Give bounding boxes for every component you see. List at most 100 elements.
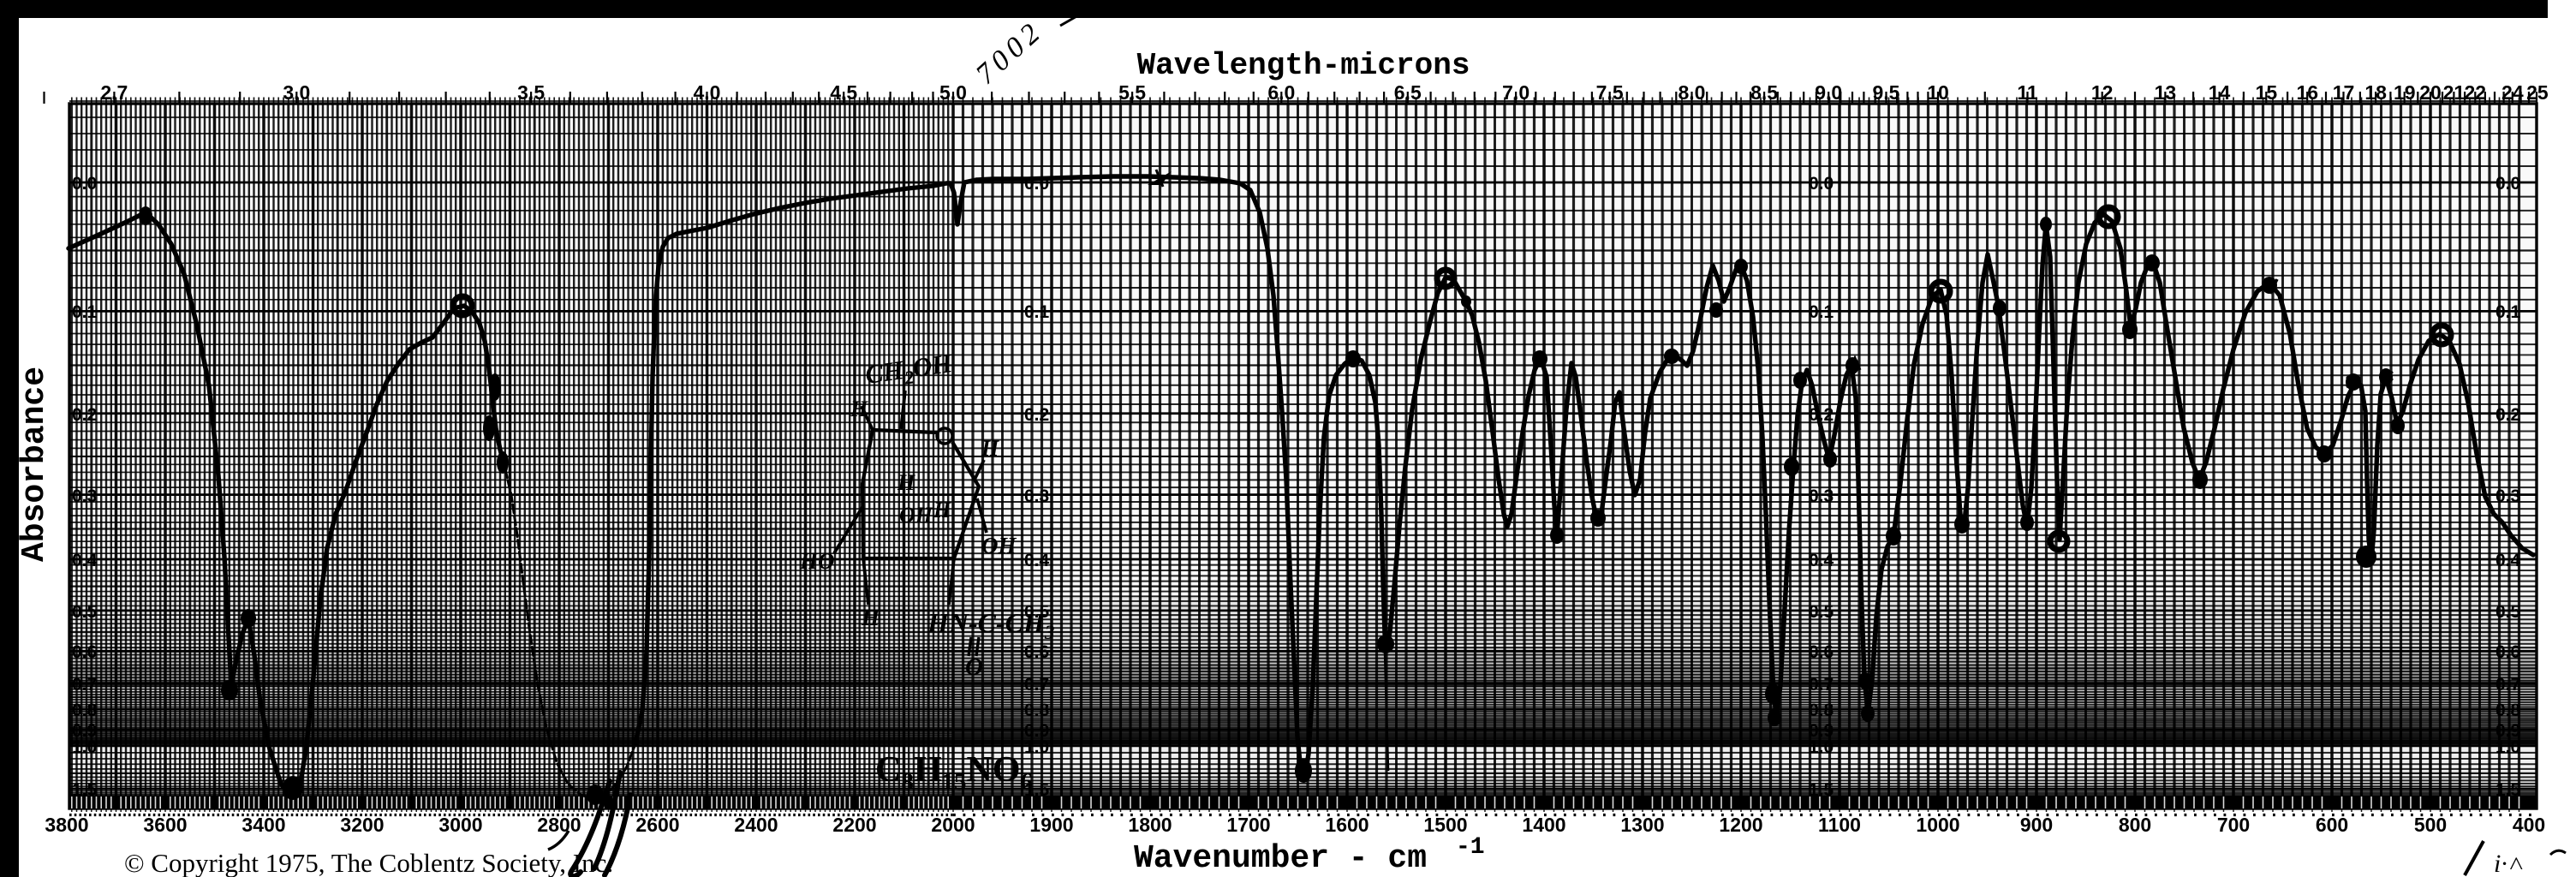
- svg-text:OH: OH: [981, 533, 1017, 558]
- svg-text:15: 15: [2256, 81, 2278, 104]
- svg-text:0.9: 0.9: [1809, 721, 1834, 741]
- svg-text:3000: 3000: [438, 814, 482, 836]
- svg-text:0.8: 0.8: [1024, 701, 1050, 720]
- svg-text:13: 13: [2155, 81, 2177, 104]
- svg-text:1.5: 1.5: [1024, 780, 1050, 800]
- svg-text:O: O: [965, 653, 983, 681]
- svg-text:H: H: [861, 605, 880, 630]
- svg-text:H: H: [897, 470, 915, 495]
- svg-text:1.0: 1.0: [1024, 737, 1049, 757]
- svg-text:0.7: 0.7: [1809, 675, 1834, 695]
- svg-text:0.8: 0.8: [1809, 701, 1834, 720]
- svg-text:0.1: 0.1: [2496, 302, 2521, 322]
- svg-text:1600: 1600: [1325, 814, 1368, 836]
- svg-text:0.4: 0.4: [1024, 551, 1050, 570]
- svg-text:1.0: 1.0: [2496, 737, 2520, 757]
- svg-text:0.2: 0.2: [2496, 405, 2520, 425]
- svg-text:7.0: 7.0: [1502, 81, 1530, 104]
- svg-text:5.5: 5.5: [1118, 81, 1146, 104]
- svg-text:Absorbance: Absorbance: [16, 367, 53, 562]
- svg-text:4.5: 4.5: [830, 81, 857, 104]
- svg-text:0.3: 0.3: [1024, 486, 1049, 506]
- svg-text:800: 800: [2119, 814, 2151, 836]
- svg-text:8.0: 8.0: [1679, 81, 1706, 104]
- svg-text:3200: 3200: [340, 814, 384, 836]
- svg-text:0.1: 0.1: [72, 302, 98, 322]
- svg-text:0.9: 0.9: [2496, 721, 2520, 741]
- svg-text:0.6: 0.6: [2496, 642, 2520, 662]
- svg-text:6.0: 6.0: [1267, 81, 1295, 104]
- svg-text:1700: 1700: [1226, 814, 1270, 836]
- svg-text:0.4: 0.4: [72, 551, 98, 570]
- svg-text:1300: 1300: [1620, 814, 1664, 836]
- svg-text:0.3: 0.3: [1809, 486, 1834, 506]
- svg-text:HN-C-CH3: HN-C-CH3: [927, 607, 1054, 643]
- svg-text:0.5: 0.5: [1809, 602, 1834, 622]
- svg-text:1.5: 1.5: [72, 780, 98, 800]
- svg-text:1.5: 1.5: [2496, 780, 2521, 800]
- svg-text:0.2: 0.2: [72, 405, 97, 425]
- svg-text:3600: 3600: [143, 814, 187, 836]
- svg-text:H: H: [981, 436, 999, 461]
- svg-text:1400: 1400: [1522, 814, 1565, 836]
- svg-text:0.4: 0.4: [2496, 551, 2521, 570]
- svg-text:2600: 2600: [635, 814, 679, 836]
- svg-text:0.9: 0.9: [72, 721, 97, 741]
- svg-text:0.8: 0.8: [72, 701, 98, 720]
- svg-text:i·˄: i·˄: [2494, 850, 2525, 877]
- svg-text:21: 21: [2443, 81, 2466, 104]
- svg-text:2000: 2000: [931, 814, 975, 836]
- svg-text:5.0: 5.0: [939, 81, 967, 104]
- svg-text:0.3: 0.3: [2496, 486, 2520, 506]
- svg-text:400: 400: [2513, 814, 2545, 836]
- svg-text:700: 700: [2217, 814, 2250, 836]
- svg-text:0.2: 0.2: [1024, 405, 1049, 425]
- svg-text:7.5: 7.5: [1596, 81, 1624, 104]
- svg-text:2400: 2400: [734, 814, 778, 836]
- svg-text:3.5: 3.5: [517, 81, 545, 104]
- svg-text:0.7: 0.7: [2496, 675, 2520, 695]
- svg-text:0.7: 0.7: [72, 675, 97, 695]
- svg-text:0.1: 0.1: [1024, 302, 1050, 322]
- svg-text:1000: 1000: [1916, 814, 1959, 836]
- svg-text:22: 22: [2464, 81, 2486, 104]
- svg-text:HO: HO: [799, 548, 835, 574]
- svg-text:0.8: 0.8: [2496, 701, 2521, 720]
- svg-text:2200: 2200: [832, 814, 876, 836]
- svg-text:3.0: 3.0: [283, 81, 310, 104]
- svg-text:16: 16: [2296, 81, 2318, 104]
- svg-text:11: 11: [2017, 81, 2038, 104]
- svg-text:0.0: 0.0: [1809, 174, 1834, 194]
- svg-text:1.0: 1.0: [1809, 737, 1834, 757]
- svg-text:24: 24: [2501, 81, 2524, 104]
- svg-text:20: 20: [2419, 81, 2442, 104]
- svg-text:2.7: 2.7: [100, 81, 128, 104]
- svg-text:2800: 2800: [537, 814, 581, 836]
- svg-text:19: 19: [2394, 81, 2416, 104]
- svg-text:900: 900: [2020, 814, 2053, 836]
- svg-text:1.0: 1.0: [72, 737, 97, 757]
- svg-text:0.3: 0.3: [72, 486, 97, 506]
- svg-text:© Copyright 1975, The Coblentz: © Copyright 1975, The Coblentz Society, …: [124, 848, 613, 877]
- svg-text:H: H: [850, 397, 868, 421]
- svg-text:12: 12: [2091, 81, 2114, 104]
- svg-text:0.0: 0.0: [2496, 174, 2520, 194]
- svg-text:3800: 3800: [45, 814, 88, 836]
- svg-text:1200: 1200: [1719, 814, 1762, 836]
- svg-text:H: H: [933, 498, 951, 522]
- svg-text:OH: OH: [899, 503, 933, 528]
- svg-text:0.7: 0.7: [1024, 675, 1049, 695]
- svg-text:-1: -1: [1456, 834, 1485, 861]
- svg-text:6.5: 6.5: [1394, 81, 1422, 104]
- svg-text:14: 14: [2209, 81, 2231, 104]
- svg-text:0.6: 0.6: [1809, 642, 1834, 662]
- svg-text:600: 600: [2316, 814, 2348, 836]
- svg-text:4.0: 4.0: [694, 81, 721, 104]
- svg-text:Wavenumber - cm: Wavenumber - cm: [1134, 840, 1427, 877]
- svg-text:0.6: 0.6: [72, 642, 97, 662]
- svg-text:18: 18: [2364, 81, 2387, 104]
- svg-text:500: 500: [2414, 814, 2447, 836]
- svg-text:0.1: 0.1: [1809, 302, 1834, 322]
- svg-text:0.4: 0.4: [1809, 551, 1834, 570]
- svg-text:1500: 1500: [1423, 814, 1467, 836]
